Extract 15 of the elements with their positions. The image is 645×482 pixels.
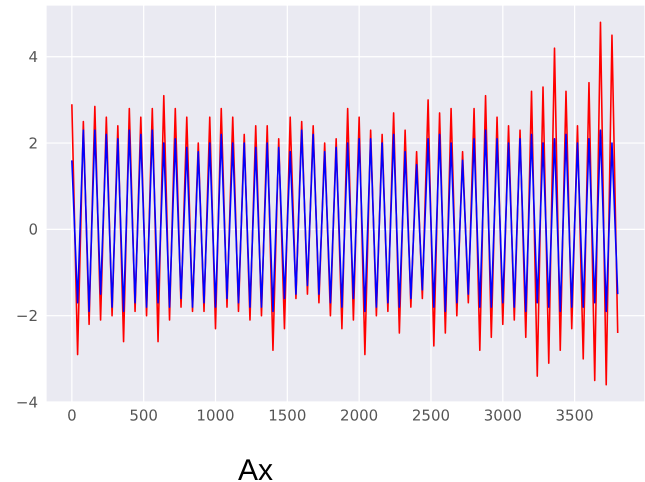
x-axis-title: Ax [238, 454, 274, 482]
x-tick-label: 0 [67, 406, 77, 425]
y-tick-label: 2 [28, 134, 38, 152]
x-tick-label: 3000 [484, 406, 522, 425]
x-tick-label: 2500 [412, 406, 450, 425]
x-tick-label: 1000 [196, 406, 235, 425]
x-tick-label: 2000 [340, 406, 378, 425]
y-tick-label: −2 [16, 307, 38, 326]
x-tick-label: 500 [129, 406, 158, 425]
y-tick-label: −4 [16, 393, 38, 412]
x-tick-label: 3500 [556, 406, 594, 425]
x-tick-label: 1500 [268, 406, 306, 425]
line-series [71, 129, 619, 312]
y-tick-label: 4 [28, 48, 38, 66]
y-tick-label: 0 [28, 220, 38, 239]
